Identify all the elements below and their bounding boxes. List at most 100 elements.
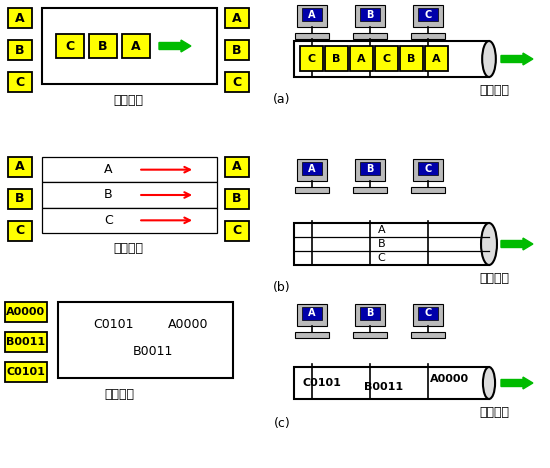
Text: B0011: B0011 [7,337,46,347]
FancyArrow shape [501,53,533,65]
Text: A0000: A0000 [168,318,208,331]
Text: C: C [233,75,241,88]
Bar [355,304,385,326]
Bar [225,72,249,92]
Text: B: B [15,192,25,205]
Text: C: C [15,225,25,237]
Text: B0011: B0011 [133,345,173,358]
Text: B: B [232,192,242,205]
Bar [89,34,117,58]
Bar [350,46,373,71]
FancyArrow shape [501,238,533,250]
Bar [225,8,249,28]
Bar [225,221,249,241]
Bar [325,46,348,71]
Text: C: C [307,53,316,64]
Bar [418,162,438,175]
Text: A: A [15,161,25,174]
Bar [302,8,322,21]
Bar [413,159,443,181]
Text: C: C [233,225,241,237]
Text: A: A [308,308,316,319]
Bar [42,8,217,84]
Text: C0101: C0101 [302,378,342,388]
Bar [5,302,47,322]
Text: C: C [15,75,25,88]
Bar [122,34,150,58]
Text: B: B [366,308,373,319]
Bar [413,304,443,326]
Bar [360,307,380,320]
Bar [418,307,438,320]
Bar [355,159,385,181]
Bar [297,5,327,27]
Text: A: A [131,39,141,52]
Bar [225,40,249,60]
FancyArrow shape [159,40,191,52]
Text: 傳送方向: 傳送方向 [479,407,509,419]
Bar [225,157,249,177]
Bar [300,46,323,71]
Bar [225,189,249,209]
Ellipse shape [481,223,497,265]
Bar [56,34,84,58]
Bar [353,33,387,39]
Bar [42,183,217,208]
Bar [425,46,448,71]
Bar [8,221,32,241]
Bar [5,362,47,382]
FancyArrow shape [501,377,533,389]
Bar [294,41,489,77]
Bar [353,187,387,193]
Text: 傳送方向: 傳送方向 [479,272,509,285]
Bar [302,162,322,175]
Text: C: C [425,308,432,319]
Text: (b): (b) [273,280,291,293]
Text: A: A [232,12,242,24]
Bar [360,162,380,175]
Text: A: A [15,12,25,24]
Text: A: A [357,53,366,64]
Text: B: B [98,39,108,52]
Text: A: A [308,9,316,20]
Bar [8,189,32,209]
Bar [411,187,445,193]
Text: C0101: C0101 [7,367,46,377]
Text: A: A [104,163,113,176]
Text: B: B [104,189,113,202]
Text: B: B [408,53,416,64]
Text: B: B [232,44,242,57]
Text: C: C [65,39,75,52]
Text: (a): (a) [273,93,291,105]
Bar [8,8,32,28]
Text: C: C [425,9,432,20]
Bar [411,332,445,338]
Text: A0000: A0000 [7,307,46,317]
Text: C0101: C0101 [93,318,133,331]
Text: B: B [15,44,25,57]
Bar [297,159,327,181]
Bar [355,5,385,27]
Text: 資料通道: 資料通道 [104,388,134,401]
Ellipse shape [482,41,496,77]
Bar [413,5,443,27]
Bar [295,332,329,338]
Bar [400,46,423,71]
Text: B: B [378,239,386,249]
Bar [295,33,329,39]
Bar [297,304,327,326]
Text: B0011: B0011 [365,382,404,392]
Bar [8,40,32,60]
Text: C: C [104,214,113,227]
Bar [418,8,438,21]
Bar [8,157,32,177]
Text: A: A [432,53,441,64]
Text: 資料通道: 資料通道 [113,94,144,107]
Text: C: C [425,163,432,174]
Text: B: B [332,53,340,64]
Text: 傳送方向: 傳送方向 [479,85,509,97]
Bar [302,307,322,320]
Text: B: B [366,9,373,20]
Bar [360,8,380,21]
Bar [353,332,387,338]
